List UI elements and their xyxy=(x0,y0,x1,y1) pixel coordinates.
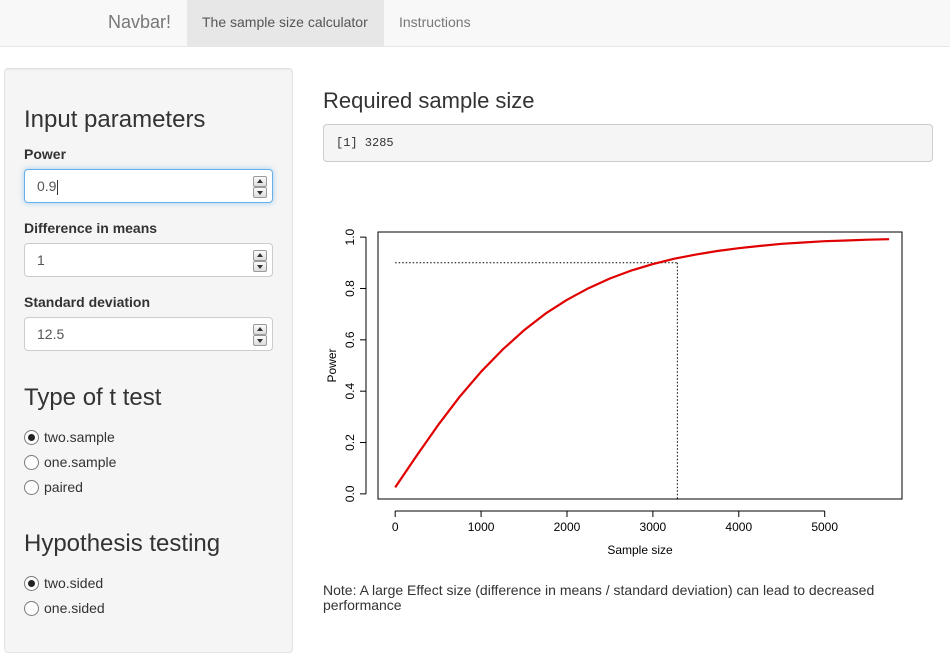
sidebar-panel: Input parameters Power 0.9 Difference in… xyxy=(4,68,293,653)
x-tick-label: 3000 xyxy=(640,520,667,534)
radio-label: two.sided xyxy=(44,575,104,591)
power-curve-svg: 0 1000 2000 3000 4000 5000 0.0 0.2 0.4 0.6 0.8 1.0 S… xyxy=(325,228,903,557)
radio-button[interactable] xyxy=(24,480,39,495)
effect-size-note: Note: A large Effect size (difference in… xyxy=(323,582,875,613)
power-input[interactable]: 0.9 xyxy=(24,169,273,203)
x-tick-label: 5000 xyxy=(811,520,838,534)
x-tick-label: 0 xyxy=(392,520,399,534)
page-title: Required sample size xyxy=(323,88,535,113)
x-tick-label: 2000 xyxy=(554,520,581,534)
increment-button[interactable] xyxy=(253,324,267,335)
power-curve-plot: 0 1000 2000 3000 4000 5000 0.0 0.2 0.4 0.6 0.8 1.0 S… xyxy=(320,215,940,570)
decrement-button[interactable] xyxy=(253,335,267,346)
arrow-down-icon xyxy=(257,191,263,195)
radio-button[interactable] xyxy=(24,601,39,616)
arrow-up-icon xyxy=(257,253,263,257)
tab-sample-size-calculator[interactable]: The sample size calculator xyxy=(187,0,384,46)
plot-frame xyxy=(377,231,903,500)
y-tick-label: 0.0 xyxy=(343,485,357,502)
sd-spinner[interactable] xyxy=(253,324,267,346)
navbar: Navbar! The sample size calculator Instr… xyxy=(0,0,950,47)
radio-button[interactable] xyxy=(24,455,39,470)
increment-button[interactable] xyxy=(253,176,267,187)
power-input-value: 0.9 xyxy=(37,178,57,194)
x-axis-title: Sample size xyxy=(607,543,673,557)
y-tick-label: 0.2 xyxy=(343,434,357,451)
radio-label: one.sample xyxy=(44,454,117,470)
sample-size-output: [1] 3285 xyxy=(323,124,933,162)
tab-instructions[interactable]: Instructions xyxy=(399,14,471,30)
arrow-up-icon xyxy=(257,179,263,183)
text-cursor xyxy=(57,179,59,195)
radio-label: paired xyxy=(44,479,83,495)
increment-button[interactable] xyxy=(253,250,267,261)
arrow-down-icon xyxy=(257,265,263,269)
y-tick-label: 0.6 xyxy=(343,331,357,348)
difference-spinner[interactable] xyxy=(253,250,267,272)
hypothesis-testing-heading: Hypothesis testing xyxy=(24,530,221,557)
y-axis-title: Power xyxy=(325,348,339,382)
power-spinner[interactable] xyxy=(253,176,267,198)
y-tick-label: 0.8 xyxy=(343,280,357,297)
standard-deviation-label: Standard deviation xyxy=(24,294,151,310)
arrow-up-icon xyxy=(257,327,263,331)
decrement-button[interactable] xyxy=(253,261,267,272)
y-tick-label: 1.0 xyxy=(343,228,357,245)
input-parameters-heading: Input parameters xyxy=(24,106,206,133)
radio-button[interactable] xyxy=(24,576,39,591)
navbar-brand[interactable]: Navbar! xyxy=(108,12,172,32)
standard-deviation-value: 12.5 xyxy=(37,326,65,342)
y-tick-label: 0.4 xyxy=(343,383,357,400)
difference-in-means-input[interactable]: 1 xyxy=(24,243,273,277)
power-label: Power xyxy=(24,146,67,162)
power-curve-line xyxy=(394,238,890,489)
radio-label: one.sided xyxy=(44,600,105,616)
decrement-button[interactable] xyxy=(253,187,267,198)
arrow-down-icon xyxy=(257,339,263,343)
x-tick-label: 1000 xyxy=(468,520,495,534)
radio-label: two.sample xyxy=(44,429,115,445)
difference-in-means-value: 1 xyxy=(37,252,45,268)
radio-button[interactable] xyxy=(24,430,39,445)
type-of-t-test-heading: Type of t test xyxy=(24,384,162,411)
standard-deviation-input[interactable]: 12.5 xyxy=(24,317,273,351)
x-tick-label: 4000 xyxy=(725,520,752,534)
difference-in-means-label: Difference in means xyxy=(24,220,158,236)
